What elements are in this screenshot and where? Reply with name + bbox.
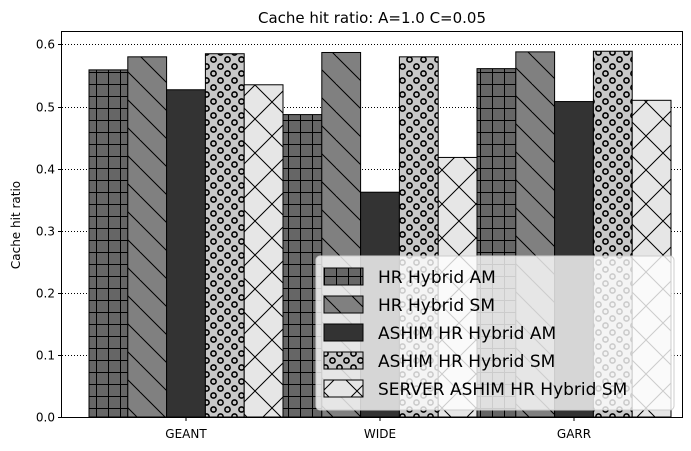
legend-swatch	[323, 379, 364, 398]
plot-frame	[61, 31, 683, 418]
bar-hr-hybrid-am-wide	[282, 114, 323, 418]
y-tick-label: 0.6	[36, 38, 55, 52]
legend-swatch	[323, 323, 364, 342]
y-tick-label: 0.5	[36, 101, 55, 115]
legend-label: HR Hybrid AM	[378, 268, 496, 288]
y-tick-label: 0.3	[36, 225, 55, 239]
legend: HR Hybrid AM HR Hybrid SM ASHIM HR Hybrid …	[315, 255, 675, 411]
chart-title: Cache hit ratio: A=1.0 C=0.05	[258, 9, 486, 27]
y-axis: 0.0 0.1 0.2 0.3 0.4 0.5 0.6	[36, 38, 62, 425]
legend-label: SERVER ASHIM HR Hybrid SM	[378, 380, 627, 400]
bar-hr-hybrid-am-geant	[88, 69, 129, 418]
legend-label: HR Hybrid SM	[378, 296, 495, 316]
x-axis: GEANT WIDE GARR	[165, 417, 591, 441]
bar-hr-hybrid-sm-geant	[127, 56, 168, 418]
x-tick-label: GARR	[557, 427, 591, 441]
x-tick-label: WIDE	[364, 427, 396, 441]
legend-swatch	[323, 351, 364, 370]
legend-swatch	[323, 267, 364, 286]
bar-ashim-hr-hybrid-sm-geant	[204, 53, 245, 418]
bar-server-ashim-hr-hybrid-sm-geant	[243, 84, 284, 418]
x-tick-label: GEANT	[165, 427, 207, 441]
y-tick-label: 0.0	[36, 411, 55, 425]
y-axis-label: Cache hit ratio	[9, 181, 23, 269]
legend-label: ASHIM HR Hybrid SM	[378, 352, 555, 372]
y-tick-label: 0.4	[36, 163, 55, 177]
legend-label: ASHIM HR Hybrid AM	[378, 324, 556, 344]
bar-ashim-hr-hybrid-am-geant	[166, 89, 206, 418]
legend-swatch	[323, 295, 364, 314]
y-tick-label: 0.1	[36, 349, 55, 363]
legend-box	[315, 255, 675, 411]
bars	[88, 50, 672, 418]
y-tick-label: 0.2	[36, 287, 55, 301]
